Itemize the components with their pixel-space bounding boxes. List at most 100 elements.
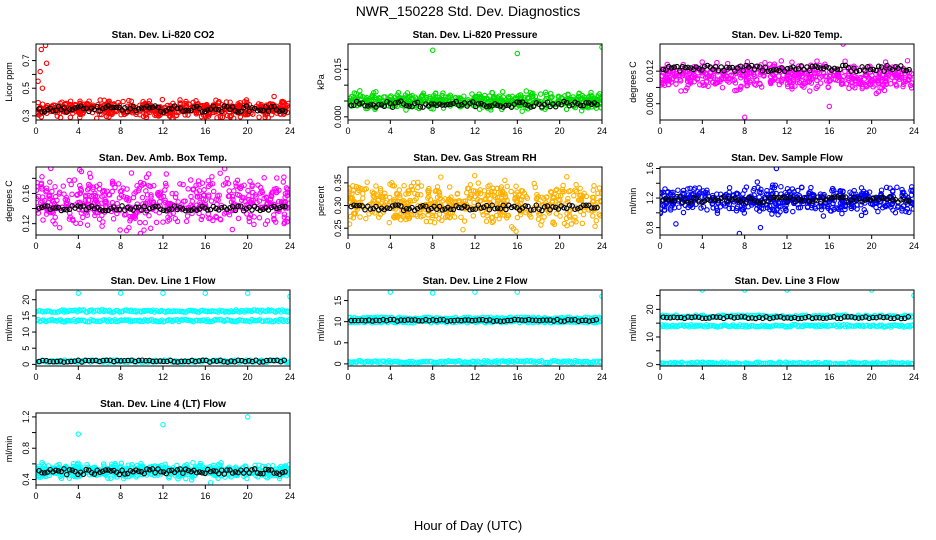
data-point [267,101,273,107]
data-point [436,359,443,365]
data-point [408,212,414,218]
data-point [163,110,170,117]
mean-point [356,101,363,107]
mean-point [547,317,553,323]
mean-point [53,205,59,211]
mean-point [900,67,907,73]
mean-point [779,194,785,201]
data-point [365,359,372,365]
data-point [78,168,85,175]
data-point [187,177,194,183]
data-point [137,179,144,186]
data-point [778,79,785,85]
data-point [594,358,600,364]
data-point [900,83,906,90]
mean-point [550,204,556,210]
mean-point [870,195,876,202]
data-point [213,196,220,202]
data-point [352,210,358,216]
data-point [206,111,213,117]
data-point [726,79,732,85]
mean-point [417,204,424,210]
data-point [364,179,370,185]
data-point [542,89,549,96]
data-point [271,212,277,218]
data-point [230,115,237,120]
data-point [136,185,143,191]
mean-point [812,63,818,70]
mean-point [682,196,689,202]
mean-point [704,62,711,69]
x-tick-label: 24 [597,241,607,251]
mean-point [693,195,700,202]
x-tick-label: 12 [470,126,480,136]
mean-point [530,206,537,213]
mean-point [450,206,457,213]
mean-point [188,207,194,214]
mean-point [362,206,368,213]
mean-point [856,67,863,74]
data-point [396,359,402,366]
data-point [579,220,586,227]
mean-point [740,67,747,74]
data-point [217,114,224,120]
mean-point [552,204,559,211]
data-point [126,97,132,104]
data-point [456,95,463,101]
mean-point [870,66,876,73]
data-point [141,227,147,233]
mean-point [784,66,791,72]
mean-point [826,195,832,201]
data-point [591,183,597,189]
data-point [904,206,911,212]
data-point [434,194,441,201]
mean-point [146,205,153,212]
data-point [153,219,160,226]
mean-point [804,194,810,200]
mean-point [387,316,394,323]
data-point [778,58,785,64]
mean-point [276,204,283,211]
data-point [46,193,53,199]
mean-point [133,204,139,210]
data-point [673,72,679,78]
data-point [818,203,825,210]
mean-point [50,108,56,114]
mean-point [398,98,404,104]
mean-point [444,318,450,324]
mean-point [461,203,468,209]
data-point [96,186,103,192]
mean-point [489,202,495,209]
mean-point [417,104,424,110]
data-point [491,192,498,199]
data-point [101,187,107,194]
data-point [433,359,440,366]
mean-point [784,199,791,205]
data-point [281,174,287,180]
mean-point [580,202,587,209]
data-point [205,192,212,198]
mean-point [153,358,160,364]
data-point [177,100,183,106]
data-point [680,190,686,197]
data-point [361,186,368,193]
x-tick-label: 4 [700,241,705,251]
data-point [61,191,67,197]
data-point [386,219,393,226]
mean-point [243,103,250,109]
mean-point [583,100,589,106]
mean-point [138,105,145,111]
data-point [557,359,563,365]
data-point [250,317,256,324]
data-point [675,187,681,193]
data-point [199,213,206,220]
mean-point [166,105,172,112]
y-tick-label: 15 [21,311,31,321]
data-point [447,92,454,99]
data-point [902,76,908,82]
mean-point [757,199,763,205]
x-tick-label: 16 [200,241,210,251]
data-point [236,317,243,323]
data-point [807,189,813,195]
